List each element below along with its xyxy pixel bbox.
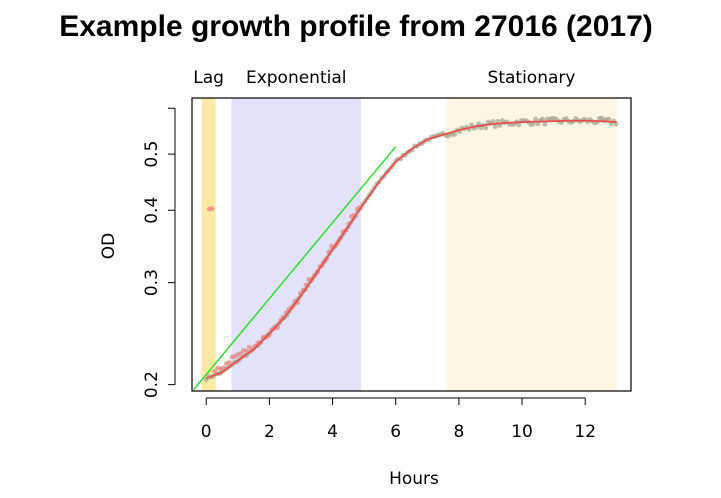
exponential-tangent-line xyxy=(193,146,397,391)
x-axis-label: Hours xyxy=(389,469,439,489)
y-axis-label: OD xyxy=(99,233,119,259)
y-tick-label: 0.3 xyxy=(142,269,162,296)
data-point-grey xyxy=(483,125,489,131)
phase-band-lag xyxy=(201,98,216,391)
data-point-grey xyxy=(613,121,619,127)
data-point-grey xyxy=(530,121,536,127)
data-point-grey xyxy=(476,121,482,126)
data-point-red xyxy=(238,351,244,356)
y-axis: 0.2 0.3 0.4 0.5 xyxy=(142,107,176,398)
phase-label-stationary: Stationary xyxy=(488,68,576,88)
data-point-grey xyxy=(533,116,538,122)
phase-band-stationary xyxy=(446,98,617,391)
fit-lines xyxy=(193,119,617,391)
x-tick-label: 10 xyxy=(511,422,533,442)
x-tick-label: 8 xyxy=(453,422,464,442)
plot-frame xyxy=(191,97,632,392)
data-point-grey xyxy=(535,121,541,127)
phase-band-exponential xyxy=(231,98,361,391)
phase-labels: Lag Exponential Stationary xyxy=(193,68,575,88)
data-point-red xyxy=(221,365,226,371)
x-tick-label: 0 xyxy=(201,422,212,442)
x-axis: 0 2 4 6 8 10 12 xyxy=(201,397,596,442)
data-point-grey xyxy=(495,118,500,124)
data-point-red xyxy=(212,368,218,374)
phase-label-exponential: Exponential xyxy=(246,68,347,88)
data-point-grey xyxy=(516,122,522,128)
x-tick-label: 2 xyxy=(264,422,275,442)
x-tick-label: 12 xyxy=(574,422,596,442)
data-point-grey xyxy=(542,121,548,127)
data-point-red xyxy=(226,360,232,365)
fitted-curve xyxy=(205,119,617,380)
chart-title: Example growth profile from 27016 (2017) xyxy=(59,10,653,43)
data-point-grey xyxy=(492,124,498,130)
x-tick-label: 4 xyxy=(327,422,338,442)
data-point-grey xyxy=(606,116,612,122)
data-point-red xyxy=(209,206,215,212)
data-point-grey xyxy=(452,131,458,137)
x-tick-label: 6 xyxy=(390,422,401,442)
data-point-red xyxy=(243,348,249,354)
data-point-grey xyxy=(540,116,545,122)
y-tick-label: 0.4 xyxy=(142,197,162,224)
phase-label-lag: Lag xyxy=(193,68,224,88)
data-point-grey xyxy=(490,119,496,124)
phase-bands xyxy=(201,98,617,391)
y-tick-label: 0.2 xyxy=(142,371,162,398)
y-tick-label: 0.5 xyxy=(142,141,162,168)
